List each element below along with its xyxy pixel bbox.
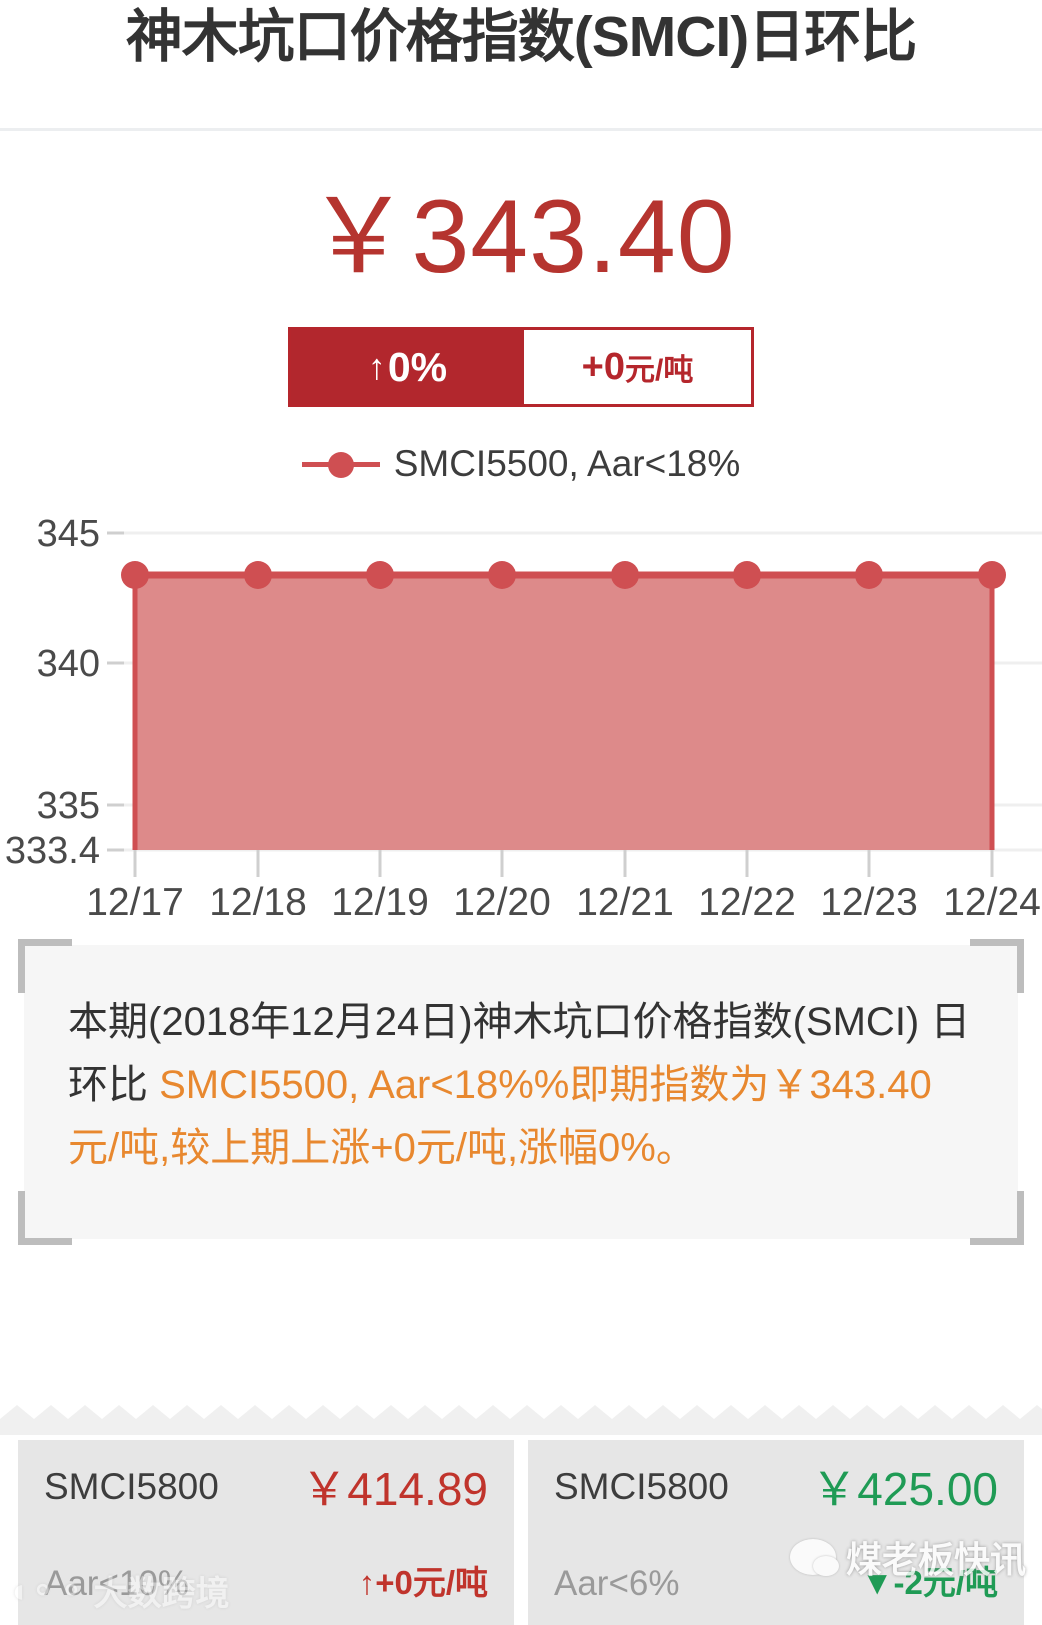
amount-change-value: +0 (581, 345, 625, 388)
card-index-name: SMCI5800 (44, 1466, 219, 1507)
description-text: 本期(2018年12月24日)神木坑口价格指数(SMCI) 日环比 SMCI55… (68, 991, 982, 1181)
price-summary: ￥343.40 ↑ 0% +0 元/吨 (0, 131, 1042, 407)
chart-data-points (121, 561, 1006, 589)
x-tick-1: 12/18 (209, 881, 307, 915)
x-tick-0: 12/17 (86, 881, 184, 915)
x-tick-6: 12/23 (820, 881, 918, 915)
description-block: 本期(2018年12月24日)神木坑口价格指数(SMCI) 日环比 SMCI55… (18, 939, 1024, 1245)
index-card[interactable]: SMCI5800 ￥425.00 Aar<6% ▼-2元/吨 (528, 1440, 1024, 1625)
description-part-2: SMCI5500, Aar<18%%即期指数为￥343.40元/吨,较上期上涨+… (68, 1063, 932, 1171)
card-index-delta: ↑+0元/吨 (358, 1564, 488, 1601)
card-index-name: SMCI5800 (554, 1466, 729, 1507)
card-index-price: ￥414.89 (301, 1463, 488, 1515)
x-tick-3: 12/20 (453, 881, 551, 915)
card-index-price: ￥425.00 (811, 1463, 998, 1515)
card-index-spec: Aar<6% (554, 1564, 680, 1603)
legend-marker-icon (301, 447, 380, 481)
price-chart: 345 340 335 333.4 12/17 12/18 12/19 (0, 505, 1042, 915)
x-tick-2: 12/19 (331, 881, 429, 915)
percent-change-value: 0% (387, 343, 448, 390)
description-part-1: 本期(2018年12月24日)神木坑口价格指数(SMCI) 日环比 (68, 1000, 971, 1108)
corner-bracket-top-right (970, 939, 1024, 993)
change-badge: ↑ 0% +0 元/吨 (288, 327, 754, 407)
x-tick-5: 12/22 (698, 881, 796, 915)
svg-text:345: 345 (37, 513, 100, 555)
card-index-spec: Aar<10% (44, 1564, 189, 1603)
svg-text:335: 335 (37, 785, 100, 827)
x-tick-4: 12/21 (576, 881, 674, 915)
card-index-delta: ▼-2元/吨 (860, 1564, 998, 1601)
y-axis-labels: 345 340 335 333.4 (5, 513, 100, 872)
related-index-cards: SMCI5800 ￥414.89 Aar<10% ↑+0元/吨 SMCI5800… (0, 1440, 1042, 1625)
percent-change-badge: ↑ 0% (291, 330, 524, 404)
svg-text:340: 340 (37, 643, 100, 685)
current-price: ￥343.40 (306, 179, 736, 295)
legend-label: SMCI5500, Aar<18% (393, 443, 741, 484)
chart-svg: 345 340 335 333.4 12/17 12/18 12/19 (5, 513, 1042, 915)
x-tick-7: 12/24 (943, 881, 1041, 915)
amount-change-unit: 元/吨 (624, 354, 694, 387)
index-card[interactable]: SMCI5800 ￥414.89 Aar<10% ↑+0元/吨 (18, 1440, 514, 1625)
page-header: 神木坑口价格指数(SMCI)日环比 (0, 0, 1042, 131)
page-title: 神木坑口价格指数(SMCI)日环比 (125, 5, 917, 69)
corner-bracket-bottom-left (18, 1190, 72, 1245)
amount-change-badge: +0 元/吨 (524, 330, 751, 404)
chart-area-fill (135, 575, 992, 850)
x-axis-labels: 12/17 12/18 12/19 12/20 12/21 12/22 12/2… (86, 881, 1041, 915)
svg-text:333.4: 333.4 (5, 830, 100, 872)
arrow-up-icon: ↑ (367, 346, 386, 387)
corner-bracket-bottom-right (970, 1190, 1024, 1245)
corner-bracket-top-left (18, 939, 72, 993)
chart-legend[interactable]: SMCI5500, Aar<18% (0, 443, 1042, 485)
sawtooth-divider (0, 1405, 1042, 1435)
